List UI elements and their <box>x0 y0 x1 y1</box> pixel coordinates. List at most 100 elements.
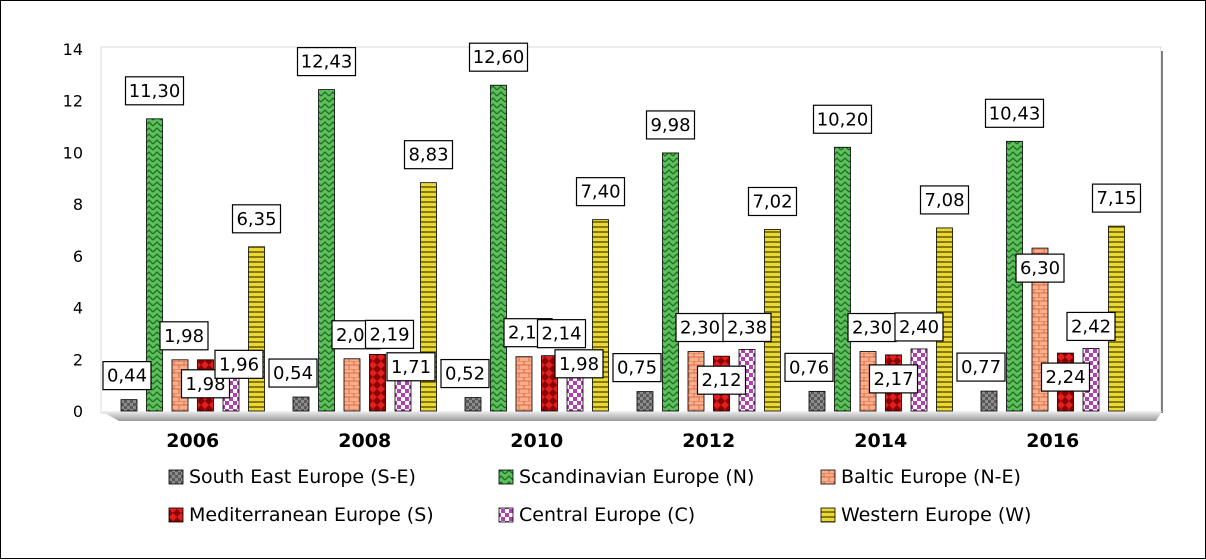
data-label: 0,77 <box>961 357 1001 378</box>
data-label: 2,30 <box>852 318 892 339</box>
data-label: 0,76 <box>789 357 829 378</box>
data-label: 2,38 <box>727 317 767 338</box>
bar <box>980 390 998 412</box>
data-labels: 0,4411,301,981,981,966,350,5412,432,022,… <box>102 42 1142 399</box>
data-label-box <box>159 321 209 351</box>
bar <box>515 356 533 412</box>
bar <box>636 391 654 412</box>
y-tick-label: 6 <box>73 247 83 266</box>
data-label: 1,98 <box>185 374 225 395</box>
data-label-box <box>575 177 626 207</box>
data-label-box <box>386 352 436 382</box>
data-label-box <box>268 358 318 388</box>
legend-swatch <box>820 507 836 523</box>
data-label: 12,60 <box>473 47 525 68</box>
data-label-box <box>894 312 944 342</box>
data-label-box <box>747 186 798 217</box>
x-category-label: 2010 <box>510 430 563 452</box>
y-axis-ticks: 0 2 4 6 8 10 12 14 <box>63 40 83 421</box>
data-label-box <box>1040 362 1091 392</box>
data-label: 2,19 <box>369 324 409 345</box>
data-label-box <box>696 365 747 395</box>
data-label-box <box>102 361 152 391</box>
bar <box>369 353 386 412</box>
x-category-label: 2006 <box>166 430 219 452</box>
data-label: 12,43 <box>301 52 353 73</box>
data-label: 2,42 <box>1071 316 1111 337</box>
data-label-box <box>554 349 604 379</box>
data-label-box <box>956 352 1006 382</box>
data-label: 0,54 <box>273 363 313 384</box>
data-label: 7,15 <box>1096 188 1136 209</box>
data-label-box <box>645 110 696 140</box>
y-tick-label: 0 <box>73 402 83 421</box>
bar <box>464 397 482 412</box>
bar <box>662 152 679 412</box>
x-category-label: 2014 <box>854 430 907 452</box>
y-tick-label: 4 <box>73 299 83 318</box>
data-label: 10,43 <box>989 103 1041 124</box>
data-label-box <box>296 46 357 77</box>
x-axis-categories: 2006 2008 2010 2012 2014 2016 <box>166 430 1079 452</box>
data-label: 2,14 <box>541 324 581 345</box>
legend-swatch <box>498 507 514 523</box>
data-label: 8,83 <box>408 145 448 166</box>
y-tick-label: 10 <box>63 143 83 162</box>
bar <box>343 358 361 412</box>
data-label-box <box>403 140 454 170</box>
data-label-box <box>536 319 587 349</box>
data-label-box <box>812 104 873 134</box>
y-tick-label: 8 <box>73 195 83 214</box>
data-label-box <box>612 353 662 383</box>
data-label-box <box>124 76 185 106</box>
data-label: 6,30 <box>1020 258 1060 279</box>
bar <box>120 399 138 412</box>
data-label: 11,30 <box>129 81 181 102</box>
data-label: 2,24 <box>1045 367 1085 388</box>
x-category-label: 2008 <box>338 430 391 452</box>
legend-label: Baltic Europe (N-E) <box>841 466 1021 488</box>
data-label: 1,96 <box>219 354 259 375</box>
legend-swatch <box>820 469 836 485</box>
legend-label: Scandinavian Europe (N) <box>519 466 754 488</box>
data-label: 9,98 <box>650 115 690 136</box>
data-label-box <box>675 312 725 343</box>
data-label: 10,20 <box>817 109 869 130</box>
data-label: 0,75 <box>617 358 657 379</box>
data-label-box <box>984 98 1045 128</box>
data-label: 0,52 <box>445 364 485 385</box>
data-label: 2,40 <box>899 317 939 338</box>
data-label-box <box>468 42 529 72</box>
data-label: 7,08 <box>924 190 964 211</box>
data-label-box <box>1015 253 1065 283</box>
bar <box>146 118 163 412</box>
data-label: 1,98 <box>164 326 204 347</box>
legend-label: Central Europe (C) <box>519 504 695 526</box>
x-category-label: 2012 <box>682 430 735 452</box>
bar <box>834 146 851 412</box>
legend-swatch <box>168 469 184 485</box>
data-label: 7,40 <box>580 182 620 203</box>
data-label-box <box>868 364 919 394</box>
legend-swatch <box>168 507 184 523</box>
data-label-box <box>847 312 897 343</box>
y-tick-label: 2 <box>73 350 83 369</box>
data-label-box <box>722 312 772 343</box>
legend-label: South East Europe (S-E) <box>189 466 416 488</box>
data-label: 2,17 <box>873 369 913 390</box>
legend-label: Western Europe (W) <box>841 504 1031 526</box>
data-label: 2,30 <box>680 318 720 339</box>
bar <box>292 396 310 412</box>
data-label: 1,98 <box>559 354 599 375</box>
y-tick-label: 14 <box>63 40 83 59</box>
bar <box>248 246 265 412</box>
bar <box>808 390 826 412</box>
data-label: 0,44 <box>107 366 147 387</box>
legend-swatch <box>498 469 514 485</box>
bar <box>541 355 558 412</box>
data-label: 1,71 <box>391 357 431 378</box>
data-label-box <box>1066 311 1116 342</box>
data-label-box <box>214 349 264 379</box>
